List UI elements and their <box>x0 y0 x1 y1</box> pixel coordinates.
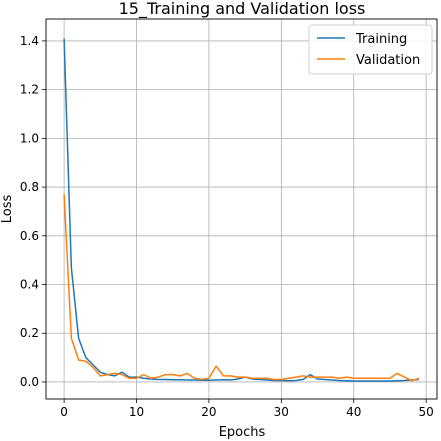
series-line-training <box>63 38 419 382</box>
y-tick-label: 0.0 <box>20 375 39 389</box>
legend-label-training: Training <box>355 32 407 47</box>
x-tick-label: 50 <box>418 405 433 419</box>
y-tick-label: 0.6 <box>20 229 39 243</box>
y-tick-label: 0.2 <box>20 326 39 340</box>
y-axis-ticks: 0.0 0.2 0.4 0.6 0.8 1.0 1.2 1.4 <box>20 34 46 389</box>
x-tick-label: 0 <box>60 405 68 419</box>
y-tick-label: 1.0 <box>20 131 39 145</box>
y-tick-label: 0.8 <box>20 180 39 194</box>
x-tick-label: 40 <box>346 405 361 419</box>
y-tick-label: 1.4 <box>20 34 39 48</box>
series-line-validation <box>63 194 420 382</box>
chart-title: 15_Training and Validation loss <box>119 0 366 19</box>
y-tick-label: 0.4 <box>20 278 39 292</box>
grid-lines <box>46 19 437 399</box>
legend-label-validation: Validation <box>356 53 420 68</box>
series-group <box>63 38 420 382</box>
plot-area <box>45 18 438 400</box>
x-tick-label: 20 <box>201 405 216 419</box>
y-tick-label: 1.2 <box>20 83 39 97</box>
plot-frame <box>45 18 438 400</box>
x-tick-label: 30 <box>274 405 289 419</box>
legend: Training Validation <box>308 24 433 75</box>
y-axis-label: Loss <box>0 195 15 224</box>
x-axis-ticks: 0 10 20 30 40 50 <box>60 399 434 419</box>
x-axis-label: Epochs <box>219 425 266 440</box>
x-tick-label: 10 <box>129 405 144 419</box>
